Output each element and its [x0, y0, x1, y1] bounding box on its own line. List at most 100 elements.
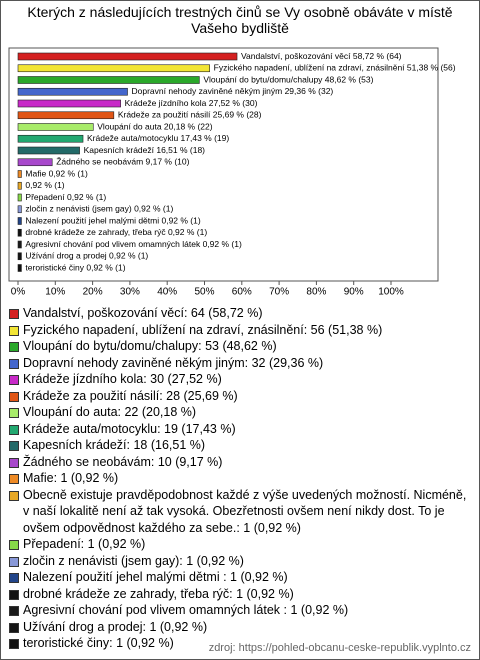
- bar: [17, 52, 238, 61]
- legend-item: Nalezení použití jehel malými dětmi : 1 …: [9, 569, 471, 586]
- bar: [17, 205, 22, 214]
- legend-swatch: [9, 589, 19, 600]
- value-label: zločin z nenávisti (jsem gay) 0,92 % (1): [25, 204, 173, 214]
- x-tick-label: 30%: [120, 287, 140, 298]
- x-tick-label: 60%: [232, 287, 252, 298]
- legend-label: Krádeže za použití násilí: 28 (25,69 %): [23, 388, 238, 403]
- x-tick-label: 10%: [45, 287, 65, 298]
- bar: [17, 252, 22, 261]
- bar: [17, 76, 200, 84]
- legend-label: Přepadení: 1 (0,92 %): [23, 537, 146, 551]
- legend-swatch: [9, 639, 19, 649]
- bar: [17, 170, 22, 178]
- legend-label: Krádeže jízdního kola: 30 (27,52 %): [23, 372, 222, 386]
- legend-item: Fyzického napadení, ublížení na zdraví, …: [9, 322, 471, 339]
- legend-item: teroristické činy: 1 (0,92 %): [9, 635, 471, 652]
- legend-label: Kapesních krádeží: 18 (16,51 %): [23, 438, 206, 452]
- bar: [17, 87, 128, 96]
- legend-item: Krádeže jízdního kola: 30 (27,52 %): [9, 371, 471, 388]
- legend-swatch: [9, 342, 19, 352]
- x-tick-label: 50%: [194, 287, 214, 298]
- bar: [17, 158, 53, 167]
- legend-label: drobné krádeže ze zahrady, třeba rýč: 1 …: [23, 586, 294, 601]
- legend-item: Obecně existuje pravděpodobnost každé z …: [9, 487, 471, 537]
- legend-swatch: [9, 441, 19, 451]
- legend-item: Krádeže za použití násilí: 28 (25,69 %): [9, 388, 471, 405]
- value-label: Krádeže jízdního kola 27,52 % (30): [125, 98, 258, 108]
- legend-label: zločin z nenávisti (jsem gay): 1 (0,92 %…: [23, 553, 244, 568]
- legend-swatch: [9, 325, 19, 336]
- value-label: Fyzického napadení, ublížení na zdraví, …: [214, 63, 456, 73]
- legend-label: Vloupání do bytu/domu/chalupy: 53 (48,62…: [23, 339, 277, 353]
- legend-label: Obecně existuje pravděpodobnost každé z …: [23, 487, 467, 535]
- bar: [17, 134, 84, 143]
- legend-swatch: [9, 408, 19, 418]
- value-label: drobné krádeže ze zahrady, třeba rýč 0,9…: [25, 227, 207, 237]
- legend-swatch: [9, 573, 19, 583]
- bar: [17, 193, 22, 202]
- chart: 0% 10% 20% 30% 40% 50% 60% 70% 80% 90% 100% Vandals…: [8, 47, 456, 298]
- legend-item: Vloupání do auta: 22 (20,18 %): [9, 404, 471, 421]
- value-label: Žádného se neobávám 9,17 % (10): [56, 157, 189, 167]
- value-label: Nalezení použití jehel malými dětmi 0,92…: [25, 215, 200, 225]
- value-label: 0,92 % (1): [25, 180, 64, 190]
- legend-label: Žádného se neobávám: 10 (9,17 %): [23, 454, 223, 469]
- bar: [17, 217, 22, 225]
- legend-item: Mafie: 1 (0,92 %): [9, 470, 471, 487]
- value-label: Vandalství, poškozování věcí 58,72 % (64…: [241, 51, 402, 61]
- x-tick-label: 70%: [269, 287, 289, 298]
- bar: [17, 123, 94, 131]
- value-label: Kapesních krádeží 16,51 % (18): [84, 145, 206, 155]
- legend-swatch: [9, 424, 19, 435]
- bar: [17, 146, 80, 155]
- legend-label: Vloupání do auta: 22 (20,18 %): [23, 405, 197, 419]
- source: zdroj: https://pohled-obcanu-ceske-repub…: [208, 642, 471, 654]
- legend-item: drobné krádeže ze zahrady, třeba rýč: 1 …: [9, 586, 471, 603]
- legend-item: Vloupání do bytu/domu/chalupy: 53 (48,62…: [9, 338, 471, 355]
- legend-item: Kapesních krádeží: 18 (16,51 %): [9, 437, 471, 454]
- legend-swatch: [9, 391, 19, 402]
- x-tick-label: 0%: [11, 287, 26, 298]
- legend-item: zločin z nenávisti (jsem gay): 1 (0,92 %…: [9, 553, 471, 570]
- legend-label: Užívání drog a prodej: 1 (0,92 %): [23, 619, 208, 634]
- value-label: Krádeže auta/motocyklu 17,43 % (19): [87, 133, 229, 143]
- legend-label: Fyzického napadení, ublížení na zdraví, …: [23, 322, 383, 337]
- legend-item: Agresivní chování pod vlivem omamných lá…: [9, 602, 471, 619]
- legend-label: teroristické činy: 1 (0,92 %): [23, 636, 174, 650]
- value-label: Vloupání do bytu/domu/chalupy 48,62 % (5…: [203, 74, 373, 84]
- legend-label: Dopravní nehody zaviněné někým jiným: 32…: [23, 355, 324, 370]
- value-label: Přepadení 0,92 % (1): [25, 192, 106, 202]
- legend-label: Nalezení použití jehel malými dětmi : 1 …: [23, 570, 288, 584]
- legend-item: Krádeže auta/motocyklu: 19 (17,43 %): [9, 421, 471, 438]
- chart-title: Kterých z následujících trestných činů s…: [27, 4, 453, 36]
- legend-item: Žádného se neobávám: 10 (9,17 %): [9, 454, 471, 471]
- x-tick-label: 90%: [344, 287, 364, 298]
- legend-item: Přepadení: 1 (0,92 %): [9, 536, 471, 553]
- value-label: Dopravní nehody zaviněné někým jiným 29,…: [132, 86, 334, 96]
- legend-swatch: [9, 622, 19, 633]
- value-label: Mafie 0,92 % (1): [25, 168, 88, 178]
- legend-label: Mafie: 1 (0,92 %): [23, 471, 119, 485]
- legend-item: Dopravní nehody zaviněné někým jiným: 32…: [9, 355, 471, 372]
- legend-swatch: [9, 606, 19, 616]
- bar: [17, 64, 210, 73]
- bar: [17, 99, 121, 108]
- value-label: Agresivní chování pod vlivem omamných lá…: [25, 239, 242, 249]
- legend-item: Vandalství, poškozování věcí: 64 (58,72 …: [9, 305, 471, 322]
- legend-swatch: [9, 457, 19, 468]
- value-label: Vloupání do auta 20,18 % (22): [97, 121, 212, 131]
- value-label: Užívání drog a prodej 0,92 % (1): [25, 251, 148, 261]
- bar: [17, 111, 115, 120]
- bar: [17, 240, 22, 249]
- legend-swatch: [9, 375, 19, 385]
- plot-frame: [8, 47, 439, 282]
- value-label: teroristické činy 0,92 % (1): [25, 262, 125, 272]
- bar: [17, 181, 22, 190]
- legend: Vandalství, poškozování věcí: 64 (58,72 …: [9, 305, 471, 652]
- legend-label: Krádeže auta/motocyklu: 19 (17,43 %): [23, 421, 236, 436]
- bar: [17, 264, 22, 272]
- x-tick-label: 20%: [83, 287, 103, 298]
- x-tick-label: 40%: [157, 287, 177, 298]
- legend-label: Agresivní chování pod vlivem omamných lá…: [23, 603, 349, 617]
